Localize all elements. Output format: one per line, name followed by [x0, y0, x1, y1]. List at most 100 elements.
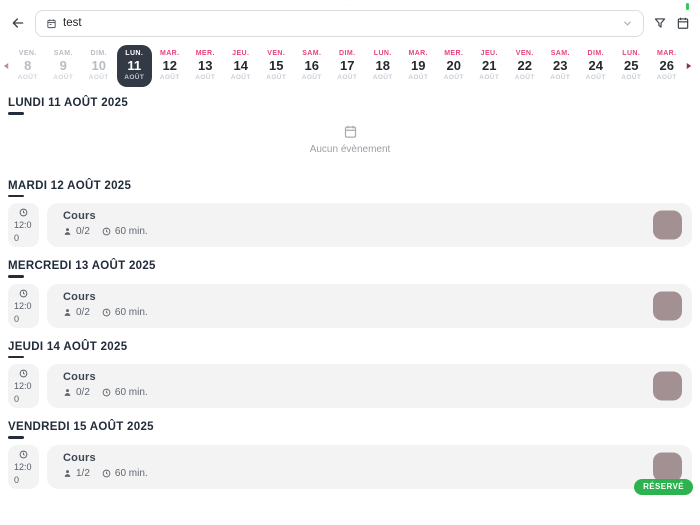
date-strip-day[interactable]: DIM. 17 AOÛT — [330, 45, 366, 87]
date-strip-day[interactable]: LUN. 25 AOÛT — [614, 45, 650, 87]
day-weekday: DIM. — [587, 49, 604, 57]
day-month: AOÛT — [621, 74, 642, 82]
day-month: AOÛT — [195, 74, 216, 82]
section-title: VENDREDI 15 AOÛT 2025 — [8, 421, 154, 433]
person-icon — [64, 308, 71, 316]
person-icon — [64, 228, 71, 235]
status-indicator — [686, 3, 689, 10]
search-combobox[interactable] — [35, 9, 644, 37]
day-number: 17 — [340, 57, 355, 73]
calendar-view-button[interactable] — [676, 16, 690, 30]
day-month: AOÛT — [337, 74, 358, 82]
date-strip-day[interactable]: VEN. 15 AOÛT — [259, 45, 295, 87]
day-weekday: SAM. — [550, 49, 570, 57]
day-weekday: VEN. — [267, 49, 286, 57]
event-capacity: 0/2 — [76, 226, 90, 237]
day-month: AOÛT — [443, 74, 464, 82]
date-strip-day[interactable]: SAM. 9 AOÛT — [46, 45, 82, 87]
day-number: 26 — [659, 57, 674, 73]
event-time: 12:00 — [14, 220, 32, 244]
day-month: AOÛT — [53, 74, 74, 82]
event-time-box: 12:00 — [8, 444, 39, 489]
day-weekday: MER. — [444, 49, 464, 57]
day-weekday: VEN. — [18, 49, 37, 57]
date-strip-day[interactable]: VEN. 8 AOÛT — [10, 45, 46, 87]
section-title-underline — [8, 355, 24, 358]
date-strip-day[interactable]: MAR. 12 AOÛT — [152, 45, 188, 87]
date-strip-day[interactable]: JEU. 21 AOÛT — [472, 45, 508, 87]
event-card[interactable]: Cours 1/2 60 min. RÉSERVÉ — [47, 444, 693, 495]
section-title: JEUDI 14 AOÛT 2025 — [8, 340, 128, 353]
clock-icon — [19, 450, 28, 458]
date-strip-day[interactable]: SAM. 23 AOÛT — [543, 45, 579, 87]
calendar-small-icon — [46, 18, 57, 29]
day-month: AOÛT — [372, 74, 393, 82]
section-title-underline — [8, 194, 24, 197]
day-number: 15 — [269, 57, 284, 73]
day-number: 19 — [411, 57, 426, 73]
date-strip-day[interactable]: LUN. 11 AOÛT — [116, 44, 152, 87]
event-capacity: 0/2 — [76, 306, 90, 318]
day-section: MARDI 12 AOÛT 2025 12:00 Cours 0/2 60 mi… — [8, 180, 692, 247]
avatar — [653, 291, 682, 320]
day-month: AOÛT — [159, 74, 180, 82]
day-section: MERCREDI 13 AOÛT 2025 12:00 Cours 0/2 60… — [8, 260, 692, 328]
day-number: 9 — [59, 57, 67, 73]
day-number: 22 — [517, 57, 532, 73]
day-weekday: DIM. — [339, 49, 356, 57]
day-number: 25 — [624, 57, 639, 73]
date-strip-day[interactable]: DIM. 24 AOÛT — [578, 45, 614, 87]
date-strip-day[interactable]: MAR. 19 AOÛT — [401, 45, 437, 87]
date-strip-day[interactable]: MAR. 26 AOÛT — [649, 45, 685, 87]
search-input[interactable] — [63, 17, 616, 29]
event-card[interactable]: Cours 0/2 60 min. — [47, 364, 692, 408]
strip-prev-button[interactable] — [1, 62, 10, 70]
date-strip-day[interactable]: MER. 27 AOÛT — [694, 45, 700, 87]
date-strip-day[interactable]: MER. 20 AOÛT — [436, 45, 472, 87]
date-strip-day[interactable]: JEU. 14 AOÛT — [223, 45, 259, 87]
calendar-icon — [677, 17, 689, 29]
reserved-badge: RÉSERVÉ — [634, 478, 693, 495]
chevron-down-icon[interactable] — [622, 18, 633, 29]
strip-next-button[interactable] — [685, 62, 694, 70]
day-number: 12 — [162, 57, 177, 73]
section-title-underline — [8, 112, 24, 115]
day-month: AOÛT — [230, 74, 251, 82]
event-meta: 0/2 60 min. — [63, 226, 642, 237]
event-card[interactable]: Cours 0/2 60 min. — [47, 203, 692, 247]
empty-calendar-icon — [344, 125, 356, 138]
person-icon — [64, 469, 71, 477]
section-title: MERCREDI 13 AOÛT 2025 — [8, 260, 156, 272]
date-strip-day[interactable]: LUN. 18 AOÛT — [365, 45, 401, 87]
back-button[interactable] — [10, 15, 26, 31]
day-month: AOÛT — [301, 74, 322, 82]
clock-icon — [19, 289, 28, 297]
triangle-left-icon — [3, 62, 8, 69]
event-time: 12:00 — [14, 300, 32, 324]
date-strip-day[interactable]: DIM. 10 AOÛT — [81, 45, 117, 87]
event-duration: 60 min. — [114, 387, 148, 398]
drag-handle[interactable]: ··· — [342, 0, 358, 10]
day-weekday: MER. — [195, 49, 215, 57]
day-month: AOÛT — [124, 74, 145, 82]
section-title-underline — [8, 275, 24, 278]
topbar — [0, 0, 700, 42]
day-section: JEUDI 14 AOÛT 2025 12:00 Cours 0/2 60 mi… — [8, 340, 692, 408]
event-time-box: 12:00 — [8, 203, 39, 247]
back-arrow-icon — [12, 18, 24, 28]
filter-button[interactable] — [653, 16, 667, 30]
day-month: AOÛT — [585, 74, 606, 82]
day-sections: LUNDI 11 AOÛT 2025 Aucun évènement MARDI… — [0, 89, 700, 495]
date-strip-day[interactable]: SAM. 16 AOÛT — [294, 45, 330, 87]
date-strip-day[interactable]: MER. 13 AOÛT — [188, 45, 224, 87]
duration-clock-icon — [102, 227, 111, 236]
event-card[interactable]: Cours 0/2 60 min. — [47, 283, 692, 328]
day-weekday: MAR. — [408, 49, 428, 57]
day-month: AOÛT — [408, 74, 429, 82]
day-weekday: LUN. — [622, 49, 641, 57]
date-strip-day[interactable]: VEN. 22 AOÛT — [507, 45, 543, 87]
day-number: 13 — [198, 57, 213, 73]
event-row: 12:00 Cours 0/2 60 min. — [8, 203, 692, 247]
day-month: AOÛT — [17, 74, 38, 82]
